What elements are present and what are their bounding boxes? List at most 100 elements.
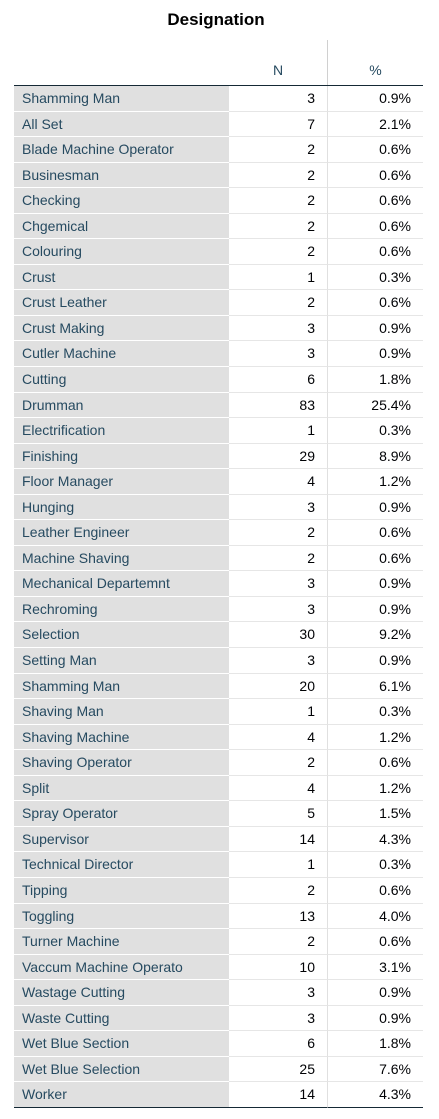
row-count: 2 bbox=[229, 290, 327, 316]
row-count: 3 bbox=[229, 597, 327, 623]
row-percent: 0.9% bbox=[327, 86, 423, 112]
row-percent: 4.3% bbox=[327, 1082, 423, 1108]
table-row: Selection 30 9.2% bbox=[14, 622, 423, 649]
row-label: Chgemical bbox=[14, 213, 229, 240]
row-percent: 0.9% bbox=[327, 1005, 423, 1032]
row-count: 2 bbox=[229, 239, 327, 265]
row-count: 1 bbox=[229, 699, 327, 725]
table-row: Floor Manager 4 1.2% bbox=[14, 469, 423, 495]
table-row: Supervisor 14 4.3% bbox=[14, 826, 423, 853]
row-count: 2 bbox=[229, 188, 327, 214]
row-percent: 1.2% bbox=[327, 469, 423, 495]
row-count: 10 bbox=[229, 955, 327, 981]
table-row: Shaving Machine 4 1.2% bbox=[14, 724, 423, 751]
row-count: 1 bbox=[229, 418, 327, 444]
row-label: Setting Man bbox=[14, 648, 229, 674]
row-percent: 1.2% bbox=[327, 724, 423, 751]
table-row: Wastage Cutting 3 0.9% bbox=[14, 980, 423, 1006]
row-count: 2 bbox=[229, 163, 327, 189]
table-row: Shaving Operator 2 0.6% bbox=[14, 750, 423, 776]
row-label: Checking bbox=[14, 188, 229, 214]
header-divider bbox=[327, 40, 328, 86]
row-label: Mechanical Departemnt bbox=[14, 571, 229, 597]
row-label: Toggling bbox=[14, 903, 229, 930]
row-label: Shamming Man bbox=[14, 673, 229, 700]
row-count: 2 bbox=[229, 546, 327, 572]
row-label: Waste Cutting bbox=[14, 1005, 229, 1032]
row-count: 3 bbox=[229, 1006, 327, 1032]
table-row: Tipping 2 0.6% bbox=[14, 877, 423, 904]
row-percent: 1.5% bbox=[327, 801, 423, 827]
row-label: Crust Leather bbox=[14, 290, 229, 316]
row-label: Vaccum Machine Operato bbox=[14, 954, 229, 981]
row-percent: 0.6% bbox=[327, 290, 423, 316]
table-row: Worker 14 4.3% bbox=[14, 1082, 423, 1108]
table-row: Blade Machine Operator 2 0.6% bbox=[14, 137, 423, 163]
table-title: Designation bbox=[167, 10, 265, 29]
row-count: 83 bbox=[229, 393, 327, 419]
column-header-percent: % bbox=[369, 62, 382, 78]
row-label: Drumman bbox=[14, 392, 229, 419]
row-percent: 0.6% bbox=[327, 750, 423, 776]
row-percent: 0.6% bbox=[327, 213, 423, 240]
table-row: Technical Director 1 0.3% bbox=[14, 852, 423, 878]
table-body: Shamming Man 3 0.9% All Set 7 2.1% Blade Machi… bbox=[14, 86, 423, 1108]
row-count: 2 bbox=[229, 878, 327, 904]
row-label: Machine Shaving bbox=[14, 545, 229, 572]
row-percent: 0.9% bbox=[327, 494, 423, 521]
row-percent: 4.0% bbox=[327, 903, 423, 930]
row-count: 1 bbox=[229, 265, 327, 291]
table-row: Machine Shaving 2 0.6% bbox=[14, 545, 423, 572]
row-count: 3 bbox=[229, 495, 327, 521]
row-percent: 0.3% bbox=[327, 418, 423, 444]
row-label: Selection bbox=[14, 622, 229, 649]
row-percent: 0.6% bbox=[327, 137, 423, 163]
row-label: Shamming Man bbox=[14, 86, 229, 112]
row-count: 3 bbox=[229, 341, 327, 368]
row-label: Supervisor bbox=[14, 826, 229, 853]
row-percent: 0.9% bbox=[327, 571, 423, 597]
row-label: Crust bbox=[14, 264, 229, 291]
row-percent: 1.2% bbox=[327, 775, 423, 802]
table-row: Finishing 29 8.9% bbox=[14, 443, 423, 470]
row-label: All Set bbox=[14, 111, 229, 138]
table-row: Leather Engineer 2 0.6% bbox=[14, 520, 423, 546]
row-percent: 0.9% bbox=[327, 315, 423, 342]
table-row: Rechroming 3 0.9% bbox=[14, 596, 423, 623]
row-count: 1 bbox=[229, 852, 327, 878]
row-label: Electrification bbox=[14, 418, 229, 444]
table-row: Shamming Man 3 0.9% bbox=[14, 86, 423, 112]
table-row: Setting Man 3 0.9% bbox=[14, 648, 423, 674]
row-percent: 7.6% bbox=[327, 1056, 423, 1083]
row-count: 7 bbox=[229, 112, 327, 138]
table-row: Electrification 1 0.3% bbox=[14, 418, 423, 444]
row-label: Businesman bbox=[14, 162, 229, 189]
row-percent: 0.6% bbox=[327, 188, 423, 214]
row-percent: 6.1% bbox=[327, 673, 423, 700]
table-row: Crust 1 0.3% bbox=[14, 264, 423, 291]
row-count: 13 bbox=[229, 904, 327, 930]
row-count: 4 bbox=[229, 725, 327, 751]
table-row: Colouring 2 0.6% bbox=[14, 239, 423, 265]
row-percent: 0.6% bbox=[327, 239, 423, 265]
row-percent: 0.6% bbox=[327, 520, 423, 546]
row-percent: 0.3% bbox=[327, 852, 423, 878]
row-count: 3 bbox=[229, 980, 327, 1006]
table-row: Turner Machine 2 0.6% bbox=[14, 929, 423, 955]
row-percent: 0.6% bbox=[327, 929, 423, 955]
table-row: Wet Blue Section 6 1.8% bbox=[14, 1031, 423, 1057]
row-count: 6 bbox=[229, 367, 327, 393]
row-count: 4 bbox=[229, 469, 327, 495]
table-row: Toggling 13 4.0% bbox=[14, 903, 423, 930]
table-row: Businesman 2 0.6% bbox=[14, 162, 423, 189]
row-percent: 2.1% bbox=[327, 111, 423, 138]
table-row: Split 4 1.2% bbox=[14, 775, 423, 802]
row-count: 30 bbox=[229, 622, 327, 649]
row-label: Wet Blue Selection bbox=[14, 1056, 229, 1083]
row-label: Shaving Machine bbox=[14, 724, 229, 751]
table-row: Spray Operator 5 1.5% bbox=[14, 801, 423, 827]
table-row: Vaccum Machine Operato 10 3.1% bbox=[14, 954, 423, 981]
row-label: Tipping bbox=[14, 877, 229, 904]
row-label: Worker bbox=[14, 1082, 229, 1108]
row-percent: 4.3% bbox=[327, 826, 423, 853]
